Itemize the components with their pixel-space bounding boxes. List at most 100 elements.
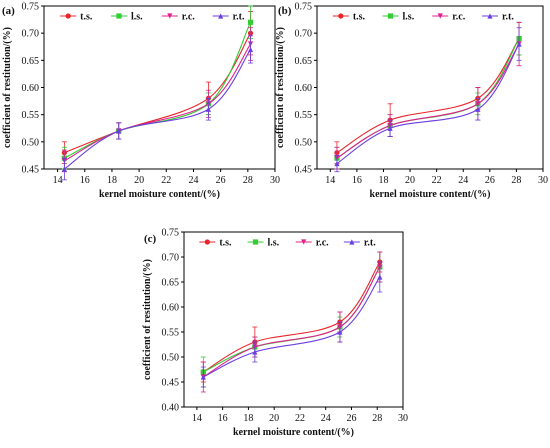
x-tick-label: 24 bbox=[458, 175, 468, 186]
x-tick-label: 24 bbox=[321, 413, 331, 424]
series-line bbox=[203, 261, 381, 373]
plot-frame bbox=[316, 5, 544, 170]
x-tick-label: 16 bbox=[352, 175, 362, 186]
legend-marker bbox=[301, 239, 307, 245]
y-tick-label: 0.75 bbox=[22, 2, 40, 13]
legend-label: r.t. bbox=[233, 12, 245, 23]
series-line bbox=[64, 43, 251, 162]
x-tick-label: 30 bbox=[270, 175, 280, 186]
y-tick-label: 0.50 bbox=[162, 353, 180, 364]
panel-letter: (c) bbox=[144, 233, 157, 245]
legend-marker bbox=[204, 239, 210, 245]
y-tick-label: 0.75 bbox=[162, 228, 180, 239]
data-point bbox=[247, 19, 254, 25]
x-tick-label: 18 bbox=[107, 175, 117, 186]
y-axis-label: coefficient of restitution/(%) bbox=[275, 27, 286, 148]
legend-label: l.s. bbox=[131, 12, 143, 23]
series-ls bbox=[200, 251, 383, 388]
x-tick-label: 18 bbox=[378, 175, 388, 186]
series-rt bbox=[200, 261, 383, 388]
series-line bbox=[336, 38, 520, 154]
y-axis-label: coefficient of restitution/(%) bbox=[2, 27, 13, 148]
panel-c: (c) 14 16 18 20 22 24 26 28 30 0.40 0.45 0.50 0.55 0.6… bbox=[142, 228, 408, 439]
x-axis-label: kernel moisture content/(%) bbox=[370, 189, 491, 200]
data-point bbox=[337, 329, 343, 335]
panel-letter: (a) bbox=[2, 5, 15, 17]
y-tick-label: 0.70 bbox=[295, 29, 313, 40]
x-tick-label: 28 bbox=[511, 175, 521, 186]
y-tick-label: 0.60 bbox=[162, 303, 180, 314]
series-line bbox=[64, 22, 252, 159]
y-tick-label: 0.55 bbox=[22, 110, 40, 121]
series-line bbox=[336, 43, 520, 165]
legend-label: r.c. bbox=[452, 12, 465, 23]
y-tick-label: 0.75 bbox=[295, 2, 313, 13]
x-tick-label: 22 bbox=[161, 175, 171, 186]
x-tick-label: 30 bbox=[398, 413, 408, 424]
y-tick-label: 0.45 bbox=[162, 378, 180, 389]
y-tick-label: 0.50 bbox=[22, 137, 40, 148]
x-tick-label: 26 bbox=[485, 175, 495, 186]
x-tick-label: 30 bbox=[538, 175, 548, 186]
legend-marker bbox=[252, 239, 259, 245]
x-axis-label: kernel moisture content/(%) bbox=[99, 189, 220, 200]
legend-marker bbox=[65, 13, 71, 19]
y-tick-label: 0.60 bbox=[22, 83, 40, 94]
series-line bbox=[64, 32, 252, 154]
x-tick-label: 20 bbox=[269, 413, 279, 424]
legend-label: r.c. bbox=[316, 238, 329, 249]
y-tick-label: 0.55 bbox=[162, 328, 180, 339]
legend-label: r.t. bbox=[364, 238, 376, 249]
y-tick-label: 0.70 bbox=[22, 29, 40, 40]
y-tick-label: 0.70 bbox=[162, 253, 180, 264]
legend-label: l.s. bbox=[268, 238, 280, 249]
y-axis-label: coefficient of restitution/(%) bbox=[142, 259, 153, 380]
x-tick-label: 22 bbox=[432, 175, 442, 186]
x-tick-label: 20 bbox=[134, 175, 144, 186]
series-rc bbox=[200, 251, 383, 393]
data-point bbox=[516, 41, 522, 47]
x-axis-label: kernel moisture content/(%) bbox=[233, 427, 354, 438]
panel-a: (a) 14 16 18 20 22 24 26 28 30 0.45 0.50 0.55 0.60 0.6… bbox=[2, 2, 280, 201]
data-point bbox=[205, 106, 212, 112]
y-tick-label: 0.45 bbox=[22, 165, 40, 176]
legend-label: t.s. bbox=[80, 12, 93, 23]
y-tick-label: 0.55 bbox=[295, 110, 313, 121]
y-tick-label: 0.65 bbox=[22, 56, 40, 67]
legend-marker bbox=[387, 13, 394, 19]
legend: t.s. l.s. r.c. r.t. bbox=[60, 12, 245, 23]
x-tick-label: 22 bbox=[295, 413, 305, 424]
series-ts bbox=[200, 251, 383, 383]
legend-label: r.c. bbox=[182, 12, 195, 23]
data-point bbox=[116, 128, 122, 134]
x-tick-label: 20 bbox=[405, 175, 415, 186]
data-point bbox=[377, 274, 383, 280]
data-point bbox=[334, 160, 340, 167]
legend-label: t.s. bbox=[353, 12, 366, 23]
legend-marker bbox=[218, 13, 224, 19]
legend-label: t.s. bbox=[219, 238, 232, 249]
series-rc bbox=[61, 27, 254, 173]
y-tick-label: 0.45 bbox=[295, 165, 313, 176]
x-tick-label: 14 bbox=[192, 413, 202, 424]
x-tick-label: 18 bbox=[243, 413, 253, 424]
data-point bbox=[387, 125, 393, 131]
x-tick-label: 16 bbox=[218, 413, 228, 424]
series-line bbox=[336, 43, 520, 159]
data-point bbox=[252, 349, 258, 355]
data-point bbox=[200, 374, 206, 380]
x-tick-label: 14 bbox=[325, 175, 335, 186]
x-tick-label: 28 bbox=[372, 413, 382, 424]
legend-marker bbox=[437, 13, 443, 19]
x-tick-label: 26 bbox=[346, 413, 356, 424]
y-tick-label: 0.65 bbox=[295, 56, 313, 67]
y-tick-label: 0.40 bbox=[162, 403, 180, 414]
legend-marker bbox=[167, 13, 173, 19]
x-tick-label: 24 bbox=[188, 175, 198, 186]
data-point bbox=[475, 106, 481, 112]
x-tick-label: 28 bbox=[243, 175, 253, 186]
panel-letter: (b) bbox=[278, 5, 292, 17]
x-tick-label: 26 bbox=[216, 175, 226, 186]
y-tick-label: 0.60 bbox=[295, 83, 313, 94]
